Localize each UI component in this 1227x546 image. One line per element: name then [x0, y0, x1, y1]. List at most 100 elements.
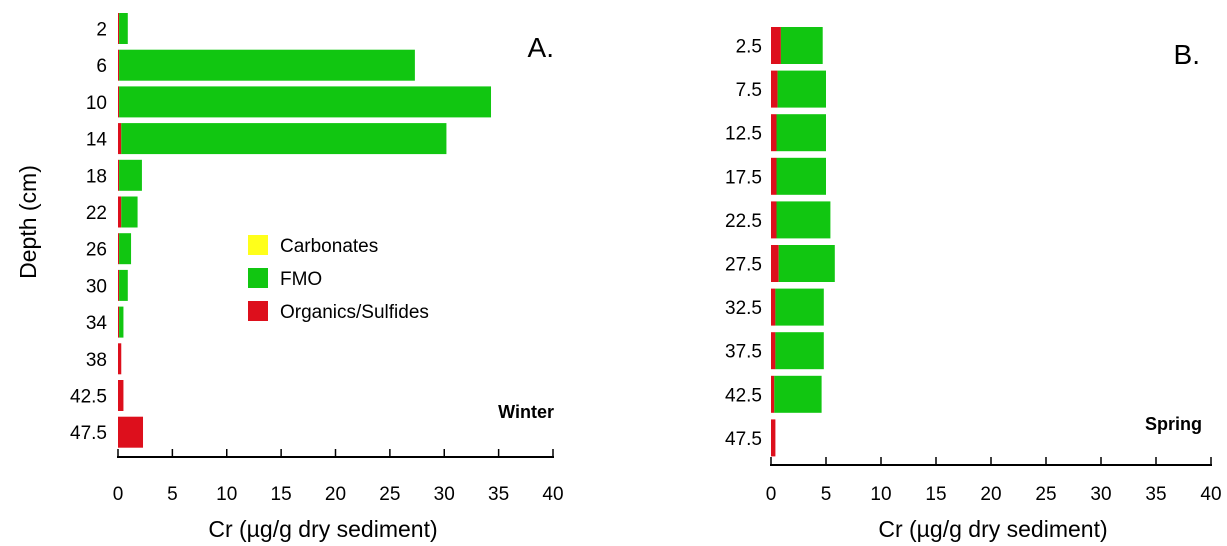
panel-a-bar-fmo-26	[119, 233, 132, 265]
panel-a-x-tick-label: 10	[216, 484, 237, 505]
panel-a-bar-organics-sulfides-34	[118, 306, 120, 338]
panel-b-bar-organics-sulfides-17-5	[771, 157, 777, 195]
legend-swatch-carbonates	[248, 235, 268, 255]
panel-b-bar-organics-sulfides-12-5	[771, 114, 777, 152]
legend-item-organics-sulfides: Organics/Sulfides	[248, 301, 429, 323]
panel-b-bar-fmo-42-5	[774, 375, 822, 413]
panel-b-x-tick-label: 0	[766, 484, 777, 505]
legend-label-organics-sulfides: Organics/Sulfides	[280, 302, 429, 323]
panel-a-x-axis: 0 5 10 15 20 25 30 35 40	[113, 449, 564, 505]
panel-b-y-tick-label: 17.5	[725, 167, 762, 188]
panel-a-bar-organics-sulfides-30	[118, 269, 120, 301]
panel-a-bar-fmo-2	[119, 13, 128, 44]
panel-a-bar-organics-sulfides-14	[118, 123, 122, 155]
legend-item-fmo: FMO	[248, 268, 322, 290]
panel-a-bar-fmo-6	[119, 49, 415, 81]
panel-a-y-tick-label: 38	[86, 350, 107, 371]
panel-b-y-tick-label: 42.5	[725, 385, 762, 406]
panel-b-x-axis: 0 5 10 15 20 25 30 35 40	[766, 457, 1222, 505]
panel-b-y-tick-label: 22.5	[725, 211, 762, 232]
panel-a-bar-fmo-34	[119, 306, 124, 338]
panel-b-bar-organics-sulfides-27-5	[771, 245, 779, 282]
panel-b-bar-organics-sulfides-42-5	[771, 375, 775, 413]
panel-b-y-tick-label: 12.5	[725, 124, 762, 145]
panel-a-bar-fmo-18	[119, 159, 142, 191]
panel-a-x-tick-label: 40	[542, 484, 563, 505]
panel-b-bar-fmo-22-5	[776, 201, 831, 239]
panel-b-bar-fmo-17-5	[776, 157, 826, 195]
panel-b-x-tick-label: 25	[1035, 484, 1056, 505]
panel-b-x-tick-label: 20	[980, 484, 1001, 505]
panel-b-bar-fmo-7-5	[777, 70, 826, 108]
panel-a-y-tick-label: 47.5	[70, 423, 107, 444]
panel-b-bar-fmo-37-5	[775, 332, 824, 370]
panel-a-season-label: Winter	[498, 402, 554, 422]
panel-b-x-axis-title: Cr (µg/g dry sediment)	[878, 516, 1107, 542]
panel-b-bar-organics-sulfides-47-5	[771, 419, 776, 457]
panel-a-x-tick-label: 35	[488, 484, 509, 505]
panel-a-y-tick-label: 14	[86, 130, 108, 151]
panel-a-bar-fmo-30	[119, 269, 128, 301]
panel-a-bar-organics-sulfides-26	[118, 233, 120, 265]
panel-a-y-tick-label: 6	[96, 56, 107, 77]
panel-b-bar-organics-sulfides-22-5	[771, 201, 777, 239]
panel-a-x-tick-label: 20	[325, 484, 346, 505]
panel-a-y-axis-title: Depth (cm)	[15, 165, 41, 279]
panel-a-bar-fmo-10	[119, 86, 492, 118]
legend-swatch-fmo	[248, 268, 268, 288]
panel-b-bar-organics-sulfides-32-5	[771, 288, 776, 326]
panel-a-y-tick-label: 34	[86, 313, 108, 334]
panel-a-bar-fmo-14	[121, 123, 447, 155]
panel-a-letter: A.	[528, 32, 554, 63]
panel-b-spring: 2.5 7.5 12.5 17.5 22.5 27.5 32.5 37.5 42.5 47.5 0…	[725, 27, 1222, 542]
legend-label-carbonates: Carbonates	[280, 236, 378, 257]
panel-b-x-tick-label: 40	[1200, 484, 1221, 505]
panel-a-bar-organics-sulfides-22	[118, 196, 122, 228]
panel-b-letter: B.	[1174, 39, 1200, 70]
panel-a-bar-organics-sulfides-6	[118, 49, 120, 81]
panel-a-bars	[118, 13, 492, 448]
panel-b-bar-organics-sulfides-37-5	[771, 332, 776, 370]
panel-b-bar-organics-sulfides-2-5	[771, 27, 781, 64]
panel-a-bar-organics-sulfides-2	[118, 13, 120, 44]
panel-a-x-tick-label: 15	[271, 484, 292, 505]
panel-b-y-tick-label: 32.5	[725, 298, 762, 319]
panel-a-bar-fmo-22	[121, 196, 138, 228]
panel-a-y-tick-label: 2	[96, 20, 107, 41]
panel-b-x-tick-label: 10	[870, 484, 891, 505]
panel-b-bar-fmo-2-5	[780, 27, 823, 64]
panel-a-x-tick-label: 30	[434, 484, 455, 505]
panel-b-bar-fmo-32-5	[775, 288, 824, 326]
panel-b-y-tick-label: 2.5	[736, 37, 762, 58]
panel-b-x-tick-label: 35	[1145, 484, 1166, 505]
panel-a-x-axis-title: Cr (µg/g dry sediment)	[208, 516, 437, 542]
panel-b-bar-fmo-12-5	[776, 114, 826, 152]
panel-a-bar-organics-sulfides-42-5	[118, 380, 124, 411]
legend-item-carbonates: Carbonates	[248, 235, 378, 257]
panel-a-bar-organics-sulfides-38	[118, 343, 122, 375]
panel-b-y-tick-label: 7.5	[736, 80, 762, 101]
panel-b-bars	[771, 27, 835, 457]
panel-b-bar-fmo-27-5	[778, 245, 835, 282]
panel-a-y-tick-label: 10	[86, 93, 107, 114]
panel-a-bar-organics-sulfides-10	[118, 86, 120, 118]
panel-b-season-label: Spring	[1145, 414, 1202, 434]
panel-a-x-tick-label: 5	[167, 484, 178, 505]
panel-b-y-tick-label: 47.5	[725, 429, 762, 450]
panel-a-bar-organics-sulfides-47-5	[118, 416, 144, 448]
panel-b-y-tick-label: 37.5	[725, 342, 762, 363]
panel-b-y-tick-label: 27.5	[725, 255, 762, 276]
panel-b-x-tick-label: 15	[925, 484, 946, 505]
panel-a-y-tick-label: 42.5	[70, 387, 107, 408]
panel-b-bar-organics-sulfides-7-5	[771, 70, 778, 108]
panel-b-x-tick-label: 30	[1090, 484, 1111, 505]
panel-a-y-tick-label: 30	[86, 276, 107, 297]
panel-a-y-tick-label: 26	[86, 240, 107, 261]
panel-a-x-tick-label: 25	[379, 484, 400, 505]
panel-a-y-tick-label: 22	[86, 203, 107, 224]
panel-b-y-tick-labels: 2.5 7.5 12.5 17.5 22.5 27.5 32.5 37.5 42.5 47.5	[725, 37, 762, 450]
panel-a-bar-organics-sulfides-18	[118, 159, 120, 191]
